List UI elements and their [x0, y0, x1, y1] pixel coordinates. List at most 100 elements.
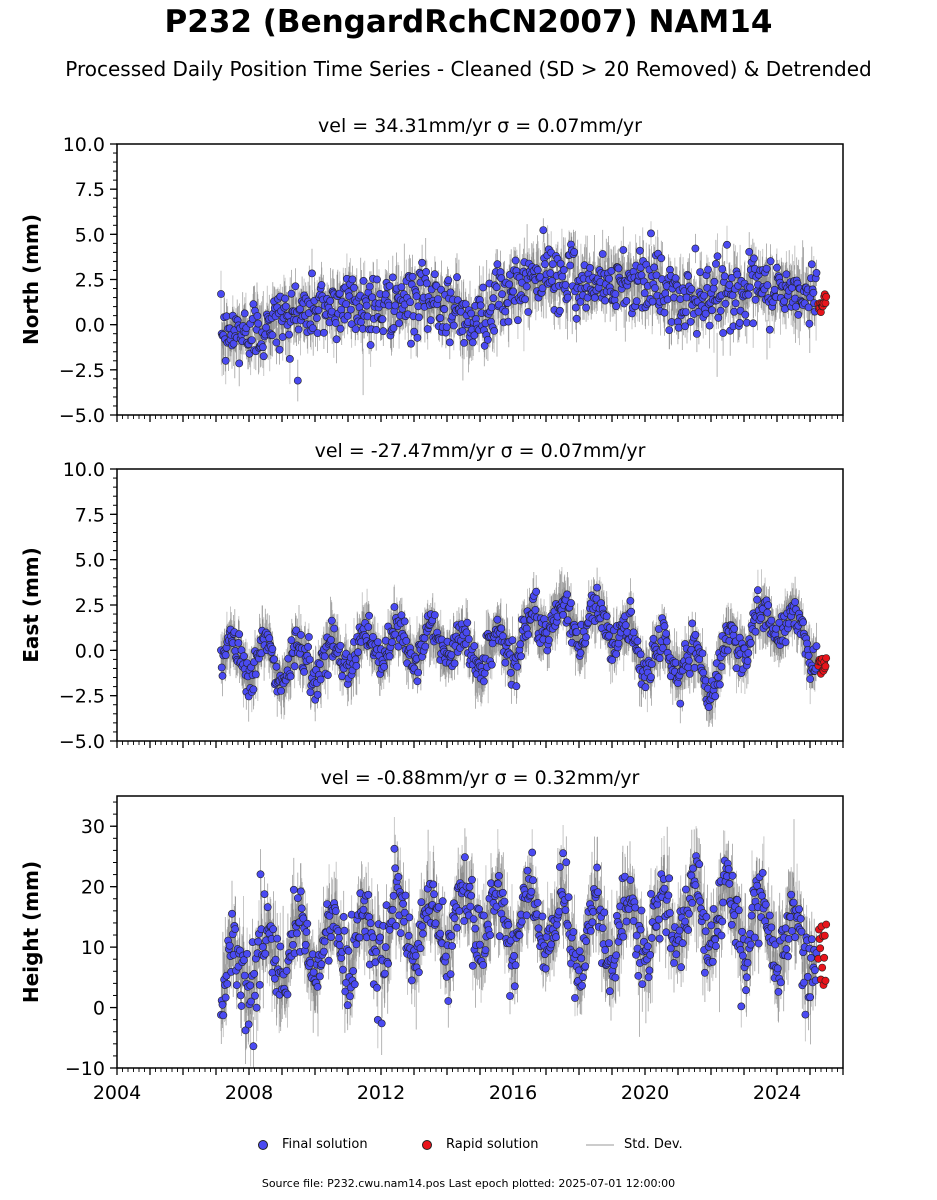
final-point: [434, 903, 443, 911]
final-point: [252, 1003, 261, 1012]
rapid-marker-icon: [422, 1139, 432, 1150]
final-point: [655, 934, 664, 943]
final-point: [285, 330, 293, 339]
final-point: [385, 925, 394, 934]
final-point: [753, 595, 761, 604]
final-point: [399, 899, 407, 908]
final-point: [731, 299, 740, 308]
final-point: [493, 260, 502, 269]
y-axis-label: East (mm): [19, 547, 43, 663]
final-point: [326, 296, 335, 305]
x-tick-label: 2004: [93, 1082, 141, 1104]
legend-rapid: Rapid solution: [422, 1137, 538, 1152]
final-point: [304, 643, 312, 651]
final-point: [529, 876, 537, 885]
final-point: [742, 318, 751, 327]
y-tick-label: −5.0: [59, 405, 105, 427]
final-point: [555, 907, 563, 916]
final-point: [564, 893, 573, 901]
final-point: [493, 615, 502, 624]
final-point: [721, 299, 730, 308]
final-point: [498, 290, 506, 299]
final-point: [396, 929, 405, 937]
final-point: [312, 314, 321, 322]
final-point: [413, 677, 422, 686]
final-point: [657, 254, 666, 263]
x-tick-label: 2020: [621, 1082, 669, 1104]
final-point: [754, 939, 763, 948]
final-point: [612, 951, 621, 960]
rapid-point: [821, 976, 830, 985]
final-point: [401, 891, 410, 900]
final-point: [636, 925, 645, 934]
final-point: [358, 324, 367, 333]
final-point: [647, 660, 656, 668]
std-dev-line-icon: [586, 1143, 614, 1146]
final-point: [355, 933, 364, 942]
final-point: [527, 887, 536, 896]
final-point: [705, 321, 714, 330]
y-tick-label: −10: [65, 1058, 105, 1080]
final-point: [241, 1026, 250, 1035]
final-point: [384, 959, 392, 968]
final-point: [290, 662, 299, 671]
y-tick-label: 0: [93, 998, 105, 1020]
final-point: [263, 903, 272, 912]
final-point: [622, 917, 631, 926]
final-point: [744, 649, 753, 657]
final-point: [532, 587, 541, 596]
final-point: [751, 295, 760, 304]
final-point: [301, 940, 310, 949]
final-point: [717, 931, 726, 940]
final-point: [670, 959, 678, 967]
final-point: [265, 634, 274, 643]
final-point: [261, 949, 270, 958]
final-point: [272, 338, 281, 347]
final-point: [737, 1002, 746, 1011]
final-point: [281, 302, 290, 311]
final-point: [344, 947, 353, 955]
final-point: [707, 921, 716, 930]
final-point: [660, 622, 669, 631]
final-point: [232, 981, 241, 989]
final-point: [254, 937, 263, 946]
final-point: [314, 306, 323, 315]
final-point: [418, 258, 426, 267]
final-point: [462, 628, 471, 637]
panel-title: vel = 34.31mm/yr σ = 0.07mm/yr: [318, 115, 642, 137]
panel-east: vel = -27.47mm/yr σ = 0.07mm/yr East (mm)…: [19, 440, 844, 753]
panel-height: vel = -0.88mm/yr σ = 0.32mm/yr Height (mm…: [19, 767, 844, 1104]
final-point: [762, 264, 771, 273]
final-point: [404, 931, 413, 940]
final-point: [465, 883, 474, 891]
final-point: [342, 300, 350, 308]
final-point: [256, 870, 265, 879]
final-point: [631, 903, 640, 912]
final-point: [782, 945, 791, 953]
final-point: [389, 324, 398, 332]
final-point: [249, 1042, 258, 1051]
final-point: [725, 879, 734, 888]
final-point: [638, 980, 647, 988]
final-point: [709, 284, 718, 293]
final-point: [773, 964, 782, 973]
final-point: [331, 907, 340, 915]
final-point: [689, 864, 697, 873]
final-point: [524, 630, 533, 639]
final-point: [542, 933, 551, 941]
x-tick-label: 2024: [753, 1082, 801, 1104]
final-point: [275, 345, 284, 354]
rapid-point: [818, 963, 827, 972]
final-point: [561, 906, 570, 914]
y-tick-label: 10.0: [63, 134, 105, 156]
final-point: [601, 296, 609, 305]
final-point: [497, 624, 506, 633]
final-point: [730, 624, 739, 633]
final-point: [253, 312, 262, 320]
final-point: [796, 914, 805, 923]
final-point: [582, 303, 590, 312]
final-point: [804, 303, 813, 312]
y-tick-label: −2.5: [59, 686, 105, 708]
final-point: [364, 890, 373, 899]
y-tick-label: −5.0: [59, 731, 105, 753]
